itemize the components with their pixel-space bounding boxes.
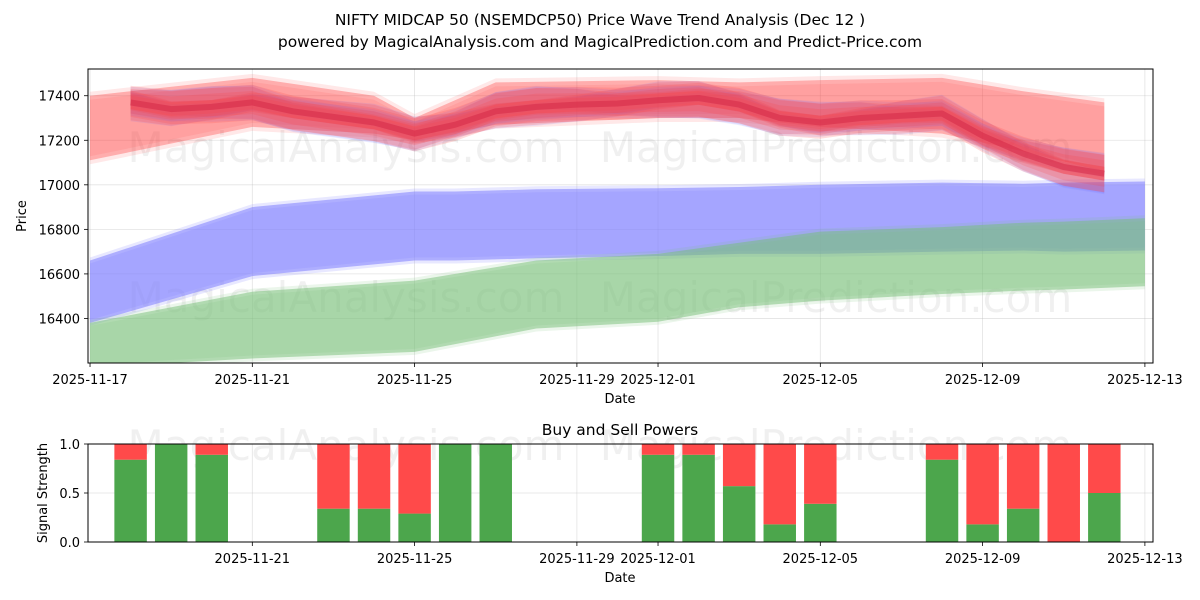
green-trend-band [90, 215, 1145, 363]
signal-y-axis-label: Signal Strength [36, 443, 51, 543]
buy-power-bar [398, 513, 431, 542]
buy-power-bar [154, 444, 188, 542]
buy-power-bar [804, 503, 837, 542]
signal-chart: Buy and Sell Powers MagicalAnalysis.comM… [36, 421, 1183, 586]
red-wave-band [90, 81, 1105, 176]
price-x-tick-label: 2025-12-13 [1107, 373, 1183, 388]
blue-wave-ribbon [130, 85, 1105, 181]
blue-trend-band [90, 184, 1145, 326]
red-wave-ribbon [130, 81, 1105, 181]
red-wave-ribbon [130, 91, 1105, 181]
price-x-ticks: 2025-11-17 2025-11-21 2025-11-25 2025-11-29… [52, 363, 1183, 388]
price-y-tick-label: 16800 [39, 223, 80, 238]
price-x-tick-label: 2025-11-25 [377, 373, 453, 388]
sell-power-bar [398, 444, 431, 514]
signal-x-axis-label: Date [604, 571, 635, 586]
price-chart: MagicalAnalysis.com MagicalPrediction.com… [15, 68, 1183, 407]
buy-power-bar [1006, 508, 1040, 542]
price-y-axis-label: Price [15, 200, 30, 232]
buy-power-bar [195, 454, 228, 542]
green-trend-band [90, 221, 1145, 363]
signal-x-tick-label: 2025-11-29 [539, 552, 615, 567]
price-x-tick-label: 2025-12-09 [945, 373, 1021, 388]
sell-power-bar [1006, 444, 1040, 509]
signal-x-tick-label: 2025-12-09 [945, 552, 1021, 567]
watermark-text: MagicalPrediction.com [600, 123, 1073, 172]
price-x-tick-label: 2025-11-21 [215, 373, 291, 388]
buy-power-bar [966, 524, 999, 542]
signal-x-tick-label: 2025-12-13 [1107, 552, 1183, 567]
price-bands [90, 73, 1145, 363]
watermark-text: MagicalAnalysis.com [128, 123, 565, 172]
red-wave-ribbon [130, 90, 1105, 187]
price-y-tick-label: 17000 [39, 179, 80, 194]
price-y-tick-label: 17200 [39, 134, 80, 149]
price-x-axis-label: Date [604, 392, 635, 407]
signal-y-tick-label: 0.5 [59, 487, 80, 502]
buy-power-bar [114, 459, 147, 542]
sell-power-bar [722, 444, 756, 487]
sell-power-bar [641, 444, 675, 455]
red-wave-band [90, 77, 1105, 172]
predicted-price-line [130, 95, 1105, 177]
sell-power-bar [357, 444, 391, 509]
sell-power-bar [804, 444, 837, 504]
blue-wave-ribbon [130, 84, 1105, 194]
sell-power-bar [1047, 444, 1080, 542]
red-wave-ribbon [130, 86, 1105, 193]
signal-x-tick-label: 2025-11-21 [215, 552, 291, 567]
buy-power-bar [1088, 493, 1121, 542]
blue-trend-band [90, 181, 1145, 323]
signal-x-tick-label: 2025-12-01 [620, 552, 696, 567]
price-y-tick-label: 16400 [39, 312, 80, 327]
buy-power-bar [641, 454, 675, 542]
price-y-tick-label: 17400 [39, 90, 80, 105]
price-x-tick-label: 2025-12-01 [620, 373, 696, 388]
price-y-tick-label: 16600 [39, 268, 80, 283]
sell-power-bar [114, 444, 147, 460]
sell-power-bar [195, 444, 228, 455]
buy-power-bar [317, 508, 350, 542]
sell-power-bar [763, 444, 796, 525]
sell-power-bar [1088, 444, 1121, 493]
price-y-ticks: 16400 16600 16800 17000 17200 17400 [39, 90, 88, 327]
price-x-tick-label: 2025-11-29 [539, 373, 615, 388]
sell-power-bar [317, 444, 350, 509]
buy-power-bar [763, 524, 796, 542]
red-wave-ribbon [130, 82, 1105, 193]
price-plot-frame [87, 68, 1154, 364]
buy-power-bar [925, 459, 959, 542]
red-wave-band [90, 73, 1105, 168]
buy-power-bar [479, 444, 512, 542]
signal-y-tick-label: 1.0 [59, 438, 80, 453]
buy-power-bar [357, 508, 391, 542]
signal-x-tick-label: 2025-11-25 [377, 552, 453, 567]
signal-x-ticks: 2025-11-21 2025-11-25 2025-11-29 2025-12-01… [215, 542, 1183, 567]
signal-bars [114, 444, 1121, 542]
signal-x-tick-label: 2025-12-05 [783, 552, 859, 567]
buy-power-bar [682, 454, 715, 542]
green-trend-band [90, 218, 1145, 363]
signal-y-ticks: 0.0 0.5 1.0 [59, 438, 88, 551]
chart-title-line1: NIFTY MIDCAP 50 (NSEMDCP50) Price Wave T… [335, 11, 865, 29]
blue-wave-ribbon [130, 80, 1105, 178]
buy-power-bar [722, 486, 756, 542]
sell-power-bar [682, 444, 715, 455]
chart-title-line2: powered by MagicalAnalysis.com and Magic… [278, 33, 922, 51]
blue-trend-band [90, 178, 1145, 320]
sell-power-bar [925, 444, 959, 460]
signal-y-tick-label: 0.0 [59, 536, 80, 551]
buy-power-bar [438, 444, 472, 542]
price-x-tick-label: 2025-11-17 [52, 373, 128, 388]
signal-chart-title: Buy and Sell Powers [542, 421, 699, 439]
sell-power-bar [966, 444, 999, 525]
blue-wave-ribbon [130, 85, 1105, 195]
red-wave-ribbon [130, 87, 1105, 181]
price-x-tick-label: 2025-12-05 [783, 373, 859, 388]
